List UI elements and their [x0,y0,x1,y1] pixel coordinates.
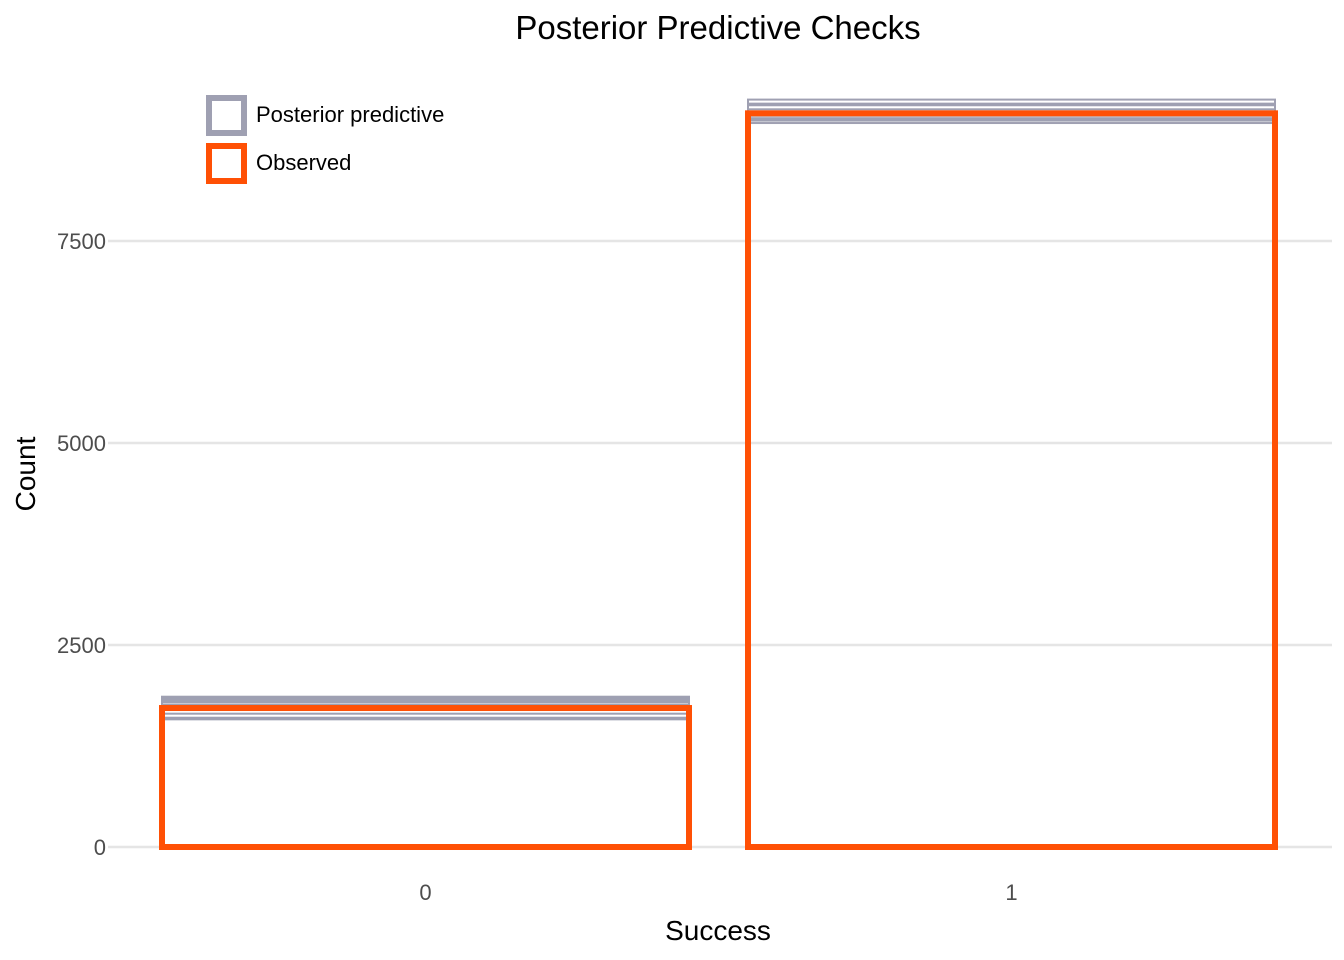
posterior-predictive-bar-0-draw-4 [161,701,690,848]
x-tick-label-1: 1 [1005,880,1017,905]
y-tick-label-2500: 2500 [57,633,106,658]
posterior-predictive-bar-0-draw-9 [161,718,690,848]
observed-bar-1 [745,110,1278,850]
y-axis-ticks: 0 2500 5000 7500 [57,229,106,860]
legend-label-posterior-predictive: Posterior predictive [256,102,444,127]
posterior-predictive-bar-0-draw-2 [161,698,690,848]
posterior-predictive-bar-1-draw-7 [747,104,1276,849]
x-axis-title: Success [665,915,771,946]
gridlines [108,239,1332,849]
posterior-predictive-bars [161,98,1276,849]
legend-label-observed: Observed [256,150,351,175]
posterior-predictive-bar-1-draw-6 [747,108,1276,848]
posterior-predictive-bar-1-draw-2 [747,117,1276,848]
observed-bar-0 [159,705,692,850]
x-tick-label-0: 0 [419,880,431,905]
legend-swatch-observed [206,143,247,184]
posterior-predictive-bar-0-draw-8 [161,716,690,848]
posterior-predictive-bar-1-draw-8 [747,98,1276,849]
legend-swatch-posterior-predictive [206,95,247,136]
posterior-predictive-bar-0-draw-3 [161,700,690,848]
y-tick-label-5000: 5000 [57,431,106,456]
y-tick-label-0: 0 [94,835,106,860]
observed-bars [159,110,1278,850]
chart-title: Posterior Predictive Checks [515,9,920,46]
posterior-predictive-bar-1-draw-4 [747,114,1276,848]
y-tick-label-7500: 7500 [57,229,106,254]
posterior-predictive-bar-0-draw-5 [161,703,690,848]
posterior-predictive-bar-0-draw-0 [161,697,690,848]
posterior-predictive-bar-1-draw-0 [747,122,1276,849]
y-axis-title: Count [10,436,41,511]
legend: Posterior predictive Observed [206,95,444,184]
posterior-predictive-bar-1-draw-1 [747,119,1276,849]
posterior-predictive-bar-1-draw-5 [747,110,1276,849]
posterior-predictive-bar-1-draw-9 [747,102,1276,848]
posterior-predictive-bar-0-draw-6 [161,708,690,849]
posterior-predictive-bar-1-draw-3 [747,118,1276,849]
posterior-predictive-bar-0-draw-7 [161,712,690,848]
